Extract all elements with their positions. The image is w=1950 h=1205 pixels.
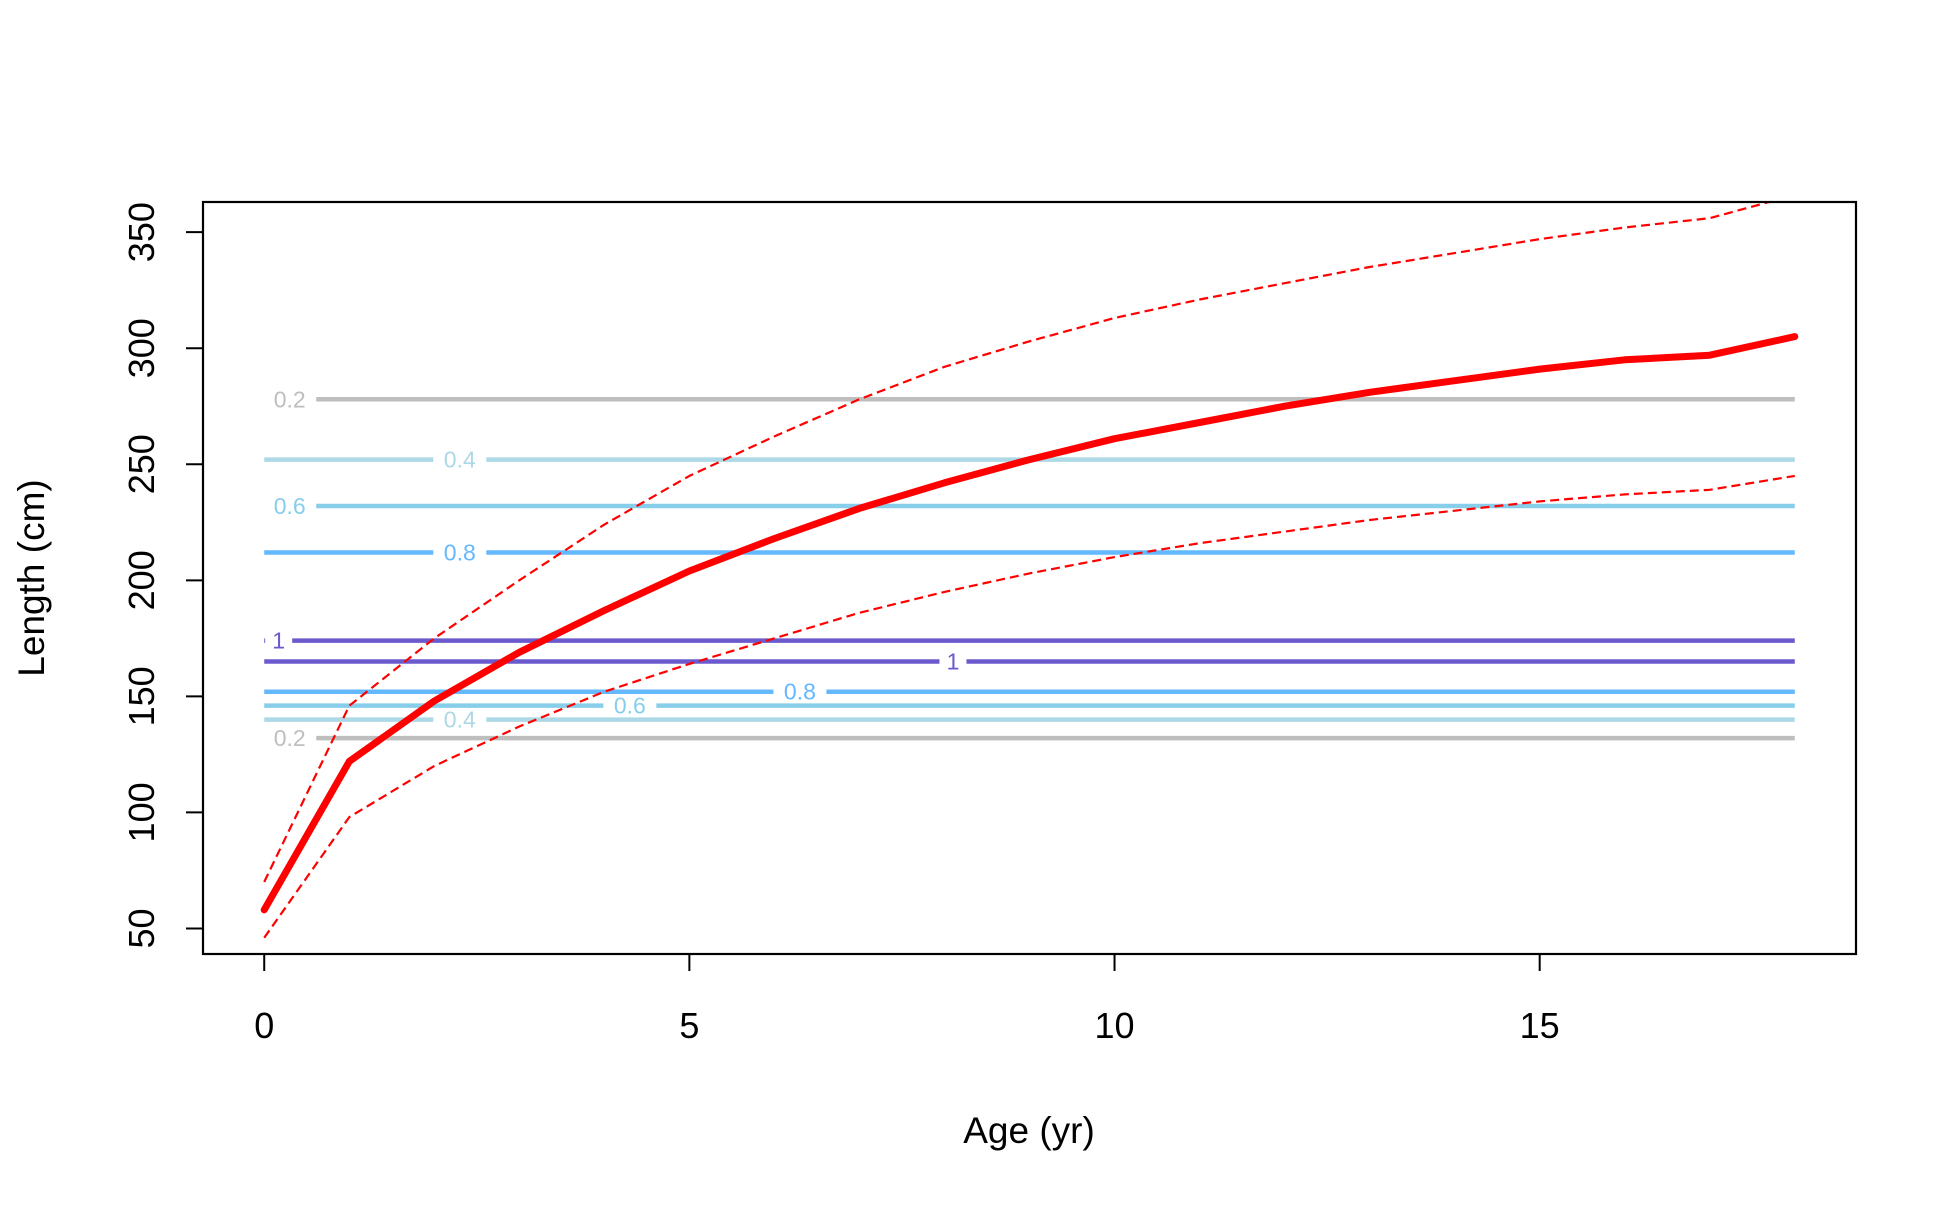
series-line-dashed <box>263 202 1774 883</box>
contour-label: 0.2 <box>274 725 306 751</box>
y-axis: 50 100 150 200 250 300 350 <box>121 202 204 948</box>
x-axis: 0 5 10 15 <box>254 953 1560 1046</box>
contour-label: 0.6 <box>614 693 646 719</box>
y-tick-label: 50 <box>121 908 162 948</box>
series-line-solid <box>260 333 1799 914</box>
contour-label: 0.8 <box>784 679 816 705</box>
contour-label: 0.8 <box>444 539 476 565</box>
contour-label: 0.4 <box>444 707 476 733</box>
y-tick-label: 100 <box>121 782 162 842</box>
contour-label: 1 <box>272 628 285 654</box>
x-tick-label: 15 <box>1520 1005 1560 1046</box>
contour-label: 0.6 <box>274 493 306 519</box>
y-tick-label: 200 <box>121 550 162 610</box>
x-axis-title: Age (yr) <box>963 1110 1095 1151</box>
series-line-dashed <box>263 474 1795 939</box>
contour-label: 0.4 <box>444 447 476 473</box>
series-lines <box>260 202 1799 939</box>
y-tick-label: 300 <box>121 318 162 378</box>
y-axis-title: Length (cm) <box>11 479 52 676</box>
x-tick-label: 5 <box>679 1005 699 1046</box>
plot-frame <box>201 200 1858 956</box>
contour-lines: 0.2 0.4 0.6 0.8 1 1 0.8 0.6 0.4 0.2 <box>264 386 1795 751</box>
x-tick-label: 0 <box>254 1005 274 1046</box>
y-tick-label: 250 <box>121 434 162 494</box>
y-tick-label: 350 <box>121 202 162 262</box>
contour-label: 1 <box>947 649 960 675</box>
x-tick-label: 10 <box>1095 1005 1135 1046</box>
contour-label: 0.2 <box>274 386 306 412</box>
y-tick-label: 150 <box>121 666 162 726</box>
